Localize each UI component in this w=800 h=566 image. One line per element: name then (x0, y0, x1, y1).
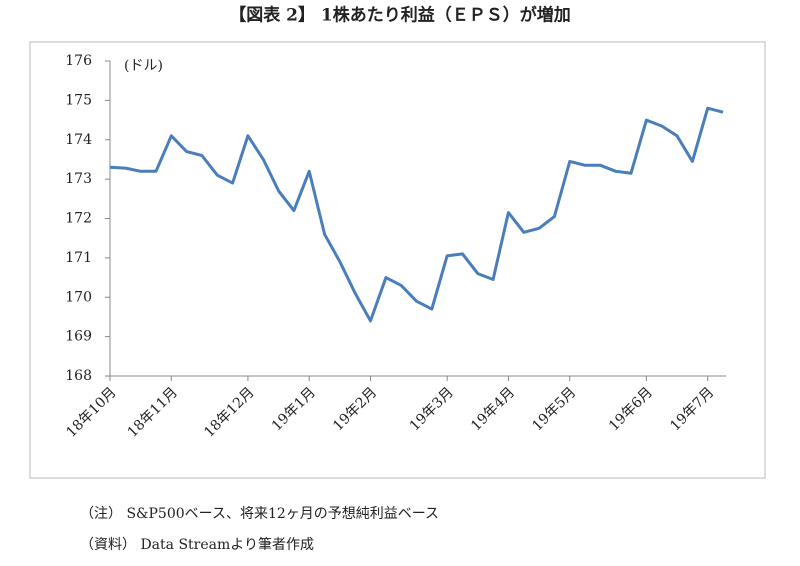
note: （注） S&P500ベース、将来12ヶ月の予想純利益ベース (80, 506, 439, 522)
x-tick-label: 19年3月 (407, 384, 457, 434)
x-tick-label: 19年5月 (529, 384, 579, 434)
note: （資料） Data Streamより筆者作成 (80, 537, 314, 553)
x-tick-label: 18年11月 (125, 384, 181, 440)
chart-frame (29, 41, 766, 479)
x-tick-label: 19年1月 (269, 384, 319, 434)
y-tick-label: 174 (65, 132, 92, 148)
unit-label: (ドル) (124, 58, 163, 74)
x-tick-label: 19年6月 (606, 384, 656, 434)
y-tick-label: 168 (65, 368, 92, 384)
x-tick-label: 18年10月 (63, 384, 119, 440)
x-tick-label: 19年7月 (667, 384, 717, 434)
chart-title: 【図表 2】 1株あたり利益（ＥＰＳ）が増加 (229, 5, 571, 26)
line (109, 106, 724, 323)
y-tick-label: 172 (65, 211, 92, 227)
y-tick-label: 170 (65, 289, 92, 305)
y-tick-label: 171 (65, 250, 92, 266)
y-tick-label: 173 (65, 171, 92, 187)
y-tick-label: 169 (65, 329, 92, 345)
x-tick-label: 18年12月 (201, 384, 257, 440)
y-tick-label: 175 (65, 92, 92, 108)
y-tick-label: 176 (65, 53, 92, 69)
x-tick-label: 19年4月 (468, 384, 518, 434)
x-tick-label: 19年2月 (330, 384, 380, 434)
